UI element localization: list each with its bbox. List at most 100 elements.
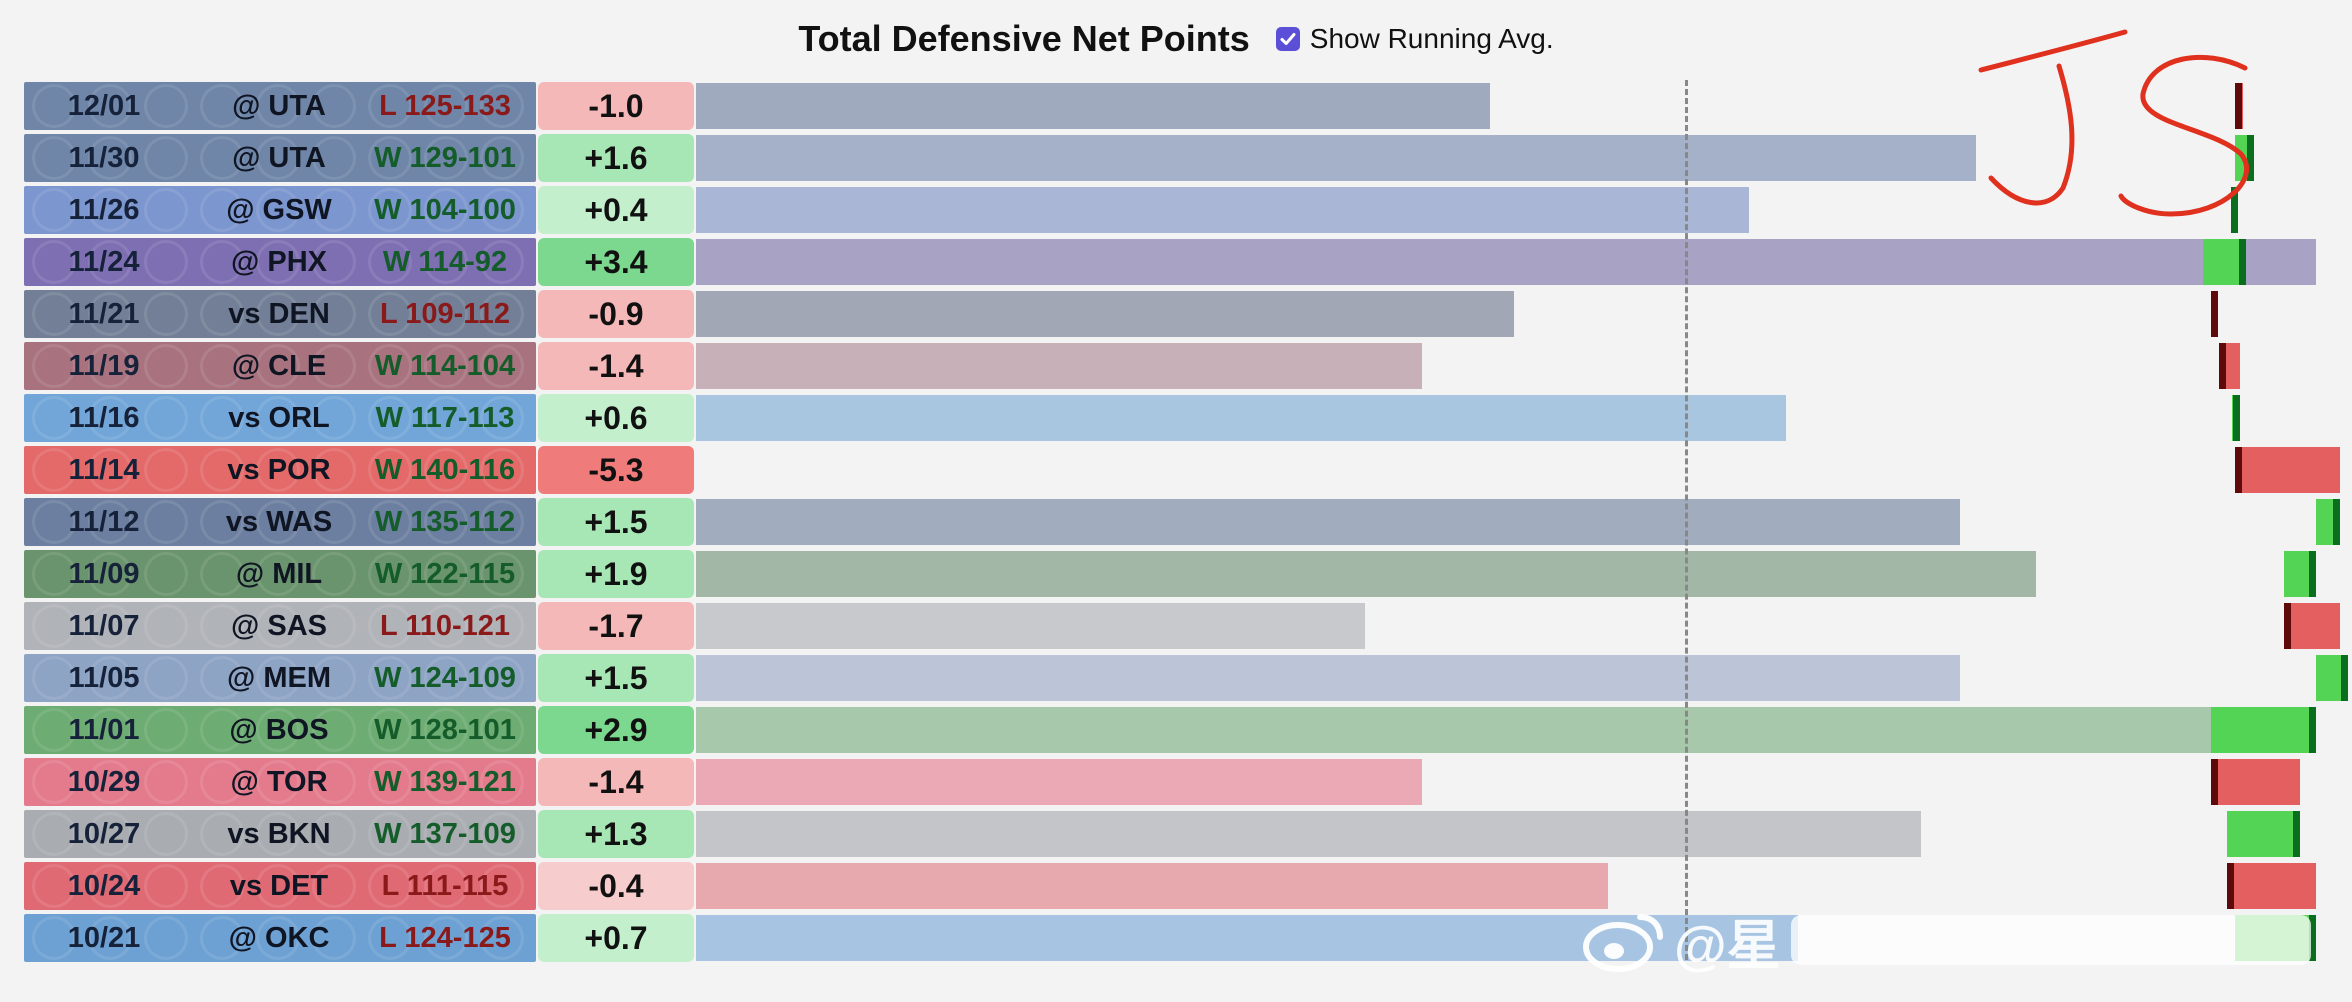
team-logo-icon	[480, 240, 524, 284]
team-logo-icon	[424, 292, 468, 336]
game-label-cell: 11/24 @ PHX W 114-92	[24, 238, 536, 286]
team-logo-icon	[424, 448, 468, 492]
team-logo-icon	[424, 396, 468, 440]
game-date: 11/12	[68, 506, 140, 538]
team-logo-icon	[88, 136, 132, 180]
team-logo-icon	[480, 864, 524, 908]
show-running-avg-toggle[interactable]: Show Running Avg.	[1275, 23, 1554, 55]
game-result: L 110-121	[379, 610, 511, 642]
team-logo-icon	[256, 864, 300, 908]
team-logo-icon	[256, 84, 300, 128]
weibo-logo-icon	[1583, 914, 1663, 972]
team-logo-icon	[424, 84, 468, 128]
game-row[interactable]: 11/07 @ SAS L 110-121 -1.7	[0, 602, 2352, 650]
team-logo-pattern	[24, 446, 536, 494]
game-row[interactable]: 11/05 @ MEM W 124-109 +1.5	[0, 654, 2352, 702]
net-points-value: +1.6	[538, 134, 694, 182]
team-logo-pattern	[24, 394, 536, 442]
running-avg-label: Show Running Avg.	[1309, 23, 1554, 54]
team-logo-icon	[424, 760, 468, 804]
team-logo-pattern	[24, 498, 536, 546]
game-opponent: @ BOS	[229, 714, 329, 746]
game-row[interactable]: 11/09 @ MIL W 122-115 +1.9	[0, 550, 2352, 598]
team-logo-icon	[32, 760, 76, 804]
team-logo-icon	[32, 864, 76, 908]
total-bar	[696, 187, 1749, 233]
game-label-cell: 11/30 @ UTA W 129-101	[24, 134, 536, 182]
team-logo-icon	[256, 188, 300, 232]
net-points-value: +2.9	[538, 706, 694, 754]
game-date: 10/21	[67, 922, 141, 954]
game-opponent: vs ORL	[228, 402, 330, 434]
team-logo-icon	[256, 396, 300, 440]
team-logo-icon	[312, 396, 356, 440]
game-row[interactable]: 10/29 @ TOR W 139-121 -1.4	[0, 758, 2352, 806]
running-avg-marker	[2341, 655, 2349, 701]
team-logo-icon	[424, 240, 468, 284]
game-result: W 135-112	[374, 506, 516, 538]
team-logo-icon	[312, 916, 356, 960]
team-logo-icon	[368, 500, 412, 544]
game-date: 10/27	[67, 818, 141, 850]
team-logo-icon	[480, 760, 524, 804]
game-row[interactable]: 10/24 vs DET L 111-115 -0.4	[0, 862, 2352, 910]
game-row[interactable]: 11/30 @ UTA W 129-101 +1.6	[0, 134, 2352, 182]
team-logo-icon	[312, 188, 356, 232]
team-logo-icon	[88, 656, 132, 700]
game-result: W 117-113	[375, 402, 515, 434]
team-logo-icon	[256, 656, 300, 700]
game-row[interactable]: 11/01 @ BOS W 128-101 +2.9	[0, 706, 2352, 754]
running-avg-marker	[2235, 447, 2242, 493]
net-points-value: +1.5	[538, 654, 694, 702]
team-logo-icon	[144, 188, 188, 232]
net-points-value: +1.3	[538, 810, 694, 858]
team-logo-icon	[144, 500, 188, 544]
team-logo-icon	[256, 552, 300, 596]
game-row[interactable]: 11/24 @ PHX W 114-92 +3.4	[0, 238, 2352, 286]
game-date: 11/30	[68, 142, 140, 174]
game-result: W 114-92	[382, 246, 508, 278]
team-logo-icon	[144, 136, 188, 180]
game-label-cell: 11/07 @ SAS L 110-121	[24, 602, 536, 650]
game-label-cell: 11/01 @ BOS W 128-101	[24, 706, 536, 754]
game-date: 11/26	[68, 194, 140, 226]
total-bar	[696, 551, 2036, 597]
game-label-cell: 11/16 vs ORL W 117-113	[24, 394, 536, 442]
game-opponent: @ MIL	[235, 558, 323, 590]
game-row[interactable]: 10/27 vs BKN W 137-109 +1.3	[0, 810, 2352, 858]
team-logo-icon	[256, 448, 300, 492]
net-points-value: -1.0	[538, 82, 694, 130]
team-logo-icon	[144, 552, 188, 596]
handwritten-signature	[1978, 29, 2250, 217]
game-row[interactable]: 11/19 @ CLE W 114-104 -1.4	[0, 342, 2352, 390]
game-row[interactable]: 11/26 @ GSW W 104-100 +0.4	[0, 186, 2352, 234]
team-logo-icon	[200, 500, 244, 544]
running-avg-checkbox[interactable]	[1275, 27, 1300, 51]
team-logo-icon	[256, 500, 300, 544]
game-row[interactable]: 11/21 vs DEN L 109-112 -0.9	[0, 290, 2352, 338]
team-logo-icon	[480, 344, 524, 388]
team-logo-pattern	[24, 82, 536, 130]
team-logo-icon	[480, 136, 524, 180]
team-logo-pattern	[24, 654, 536, 702]
game-opponent: @ OKC	[228, 922, 330, 954]
game-opponent: @ MEM	[227, 662, 331, 694]
game-result: W 124-109	[374, 662, 516, 694]
team-logo-icon	[480, 500, 524, 544]
game-row[interactable]: 11/14 vs POR W 140-116 -5.3	[0, 446, 2352, 494]
team-logo-icon	[32, 448, 76, 492]
game-row[interactable]: 11/12 vs WAS W 135-112 +1.5	[0, 498, 2352, 546]
team-logo-icon	[144, 916, 188, 960]
running-average-baseline	[1685, 80, 1688, 960]
team-logo-icon	[200, 916, 244, 960]
weibo-watermark: @星	[1580, 900, 2330, 980]
game-row[interactable]: 12/01 @ UTA L 125-133 -1.0	[0, 82, 2352, 130]
game-date: 11/16	[68, 402, 140, 434]
team-logo-icon	[200, 604, 244, 648]
game-date: 10/24	[67, 870, 141, 902]
team-logo-icon	[144, 84, 188, 128]
game-date: 11/24	[68, 246, 140, 278]
game-row[interactable]: 11/16 vs ORL W 117-113 +0.6	[0, 394, 2352, 442]
game-opponent: vs POR	[227, 454, 331, 486]
team-logo-icon	[256, 136, 300, 180]
